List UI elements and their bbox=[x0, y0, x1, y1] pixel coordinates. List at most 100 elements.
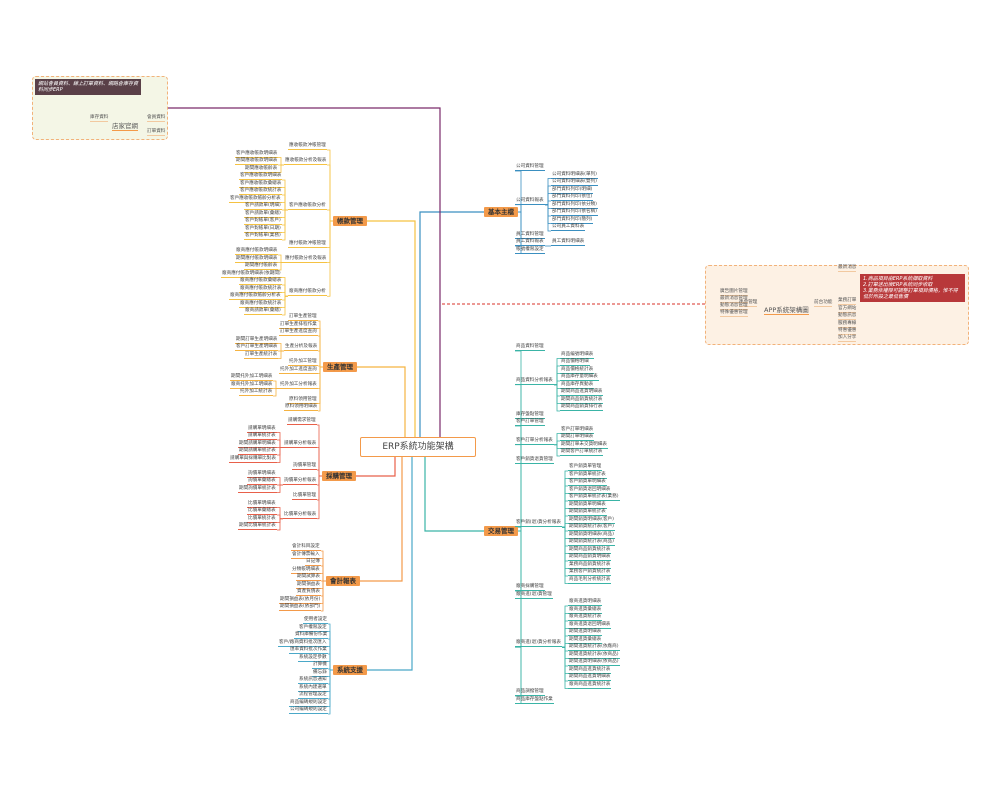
branch-subitem[interactable]: 期間詢價單統計表 bbox=[238, 485, 277, 493]
branch-subitem[interactable]: 期間應收帳齡表 bbox=[244, 165, 279, 173]
branch-item[interactable]: 應付帳款沖帳管理 bbox=[288, 240, 327, 248]
branch-item[interactable]: 系統設定參數 bbox=[298, 654, 328, 662]
branch-subitem[interactable]: 客戶銷貨單管理 bbox=[568, 464, 603, 471]
branch-subitem[interactable]: 期間商品銷貨明細表 bbox=[568, 554, 612, 561]
branch-subitem[interactable]: 部門資料列印(明細) bbox=[551, 186, 594, 194]
branch-subitem[interactable]: 比價單明細表 bbox=[247, 500, 277, 508]
branch-item[interactable]: 商品資料分析報表 bbox=[515, 377, 554, 385]
branch-subitem[interactable]: 業務客戶銷貨統計表 bbox=[568, 569, 612, 576]
branch-subitem[interactable]: 商品價格明細 bbox=[560, 359, 590, 366]
branch-subitem[interactable]: 廠商應付帳款統計表 bbox=[239, 300, 283, 308]
branch-subitem[interactable]: 期間銷貨明細表(客戶) bbox=[568, 516, 615, 524]
branch-subitem[interactable]: 客戶請款單(明細) bbox=[244, 203, 282, 210]
branch-subitem[interactable]: 商品毛利分析統計表 bbox=[568, 576, 612, 584]
app-node[interactable]: APP系統架構圖 bbox=[764, 306, 809, 315]
branch-subitem[interactable]: 期間托外加工明細表 bbox=[230, 374, 274, 381]
branch-item[interactable]: 廠商應付帳款分析 bbox=[288, 289, 327, 297]
branch-subitem[interactable]: 公司員工資料表 bbox=[551, 224, 586, 231]
branch-item[interactable]: 應付帳款分析及報表 bbox=[284, 255, 328, 263]
branch-subitem[interactable]: 期間訂單明細表 bbox=[560, 434, 595, 441]
branch-item[interactable]: 系統內建選單 bbox=[298, 684, 328, 692]
branch-item[interactable]: 應收帳款分析及報表 bbox=[284, 158, 328, 165]
branch-subitem[interactable]: 托外加工統計表 bbox=[239, 389, 274, 396]
branch-item[interactable]: 請購單分析報表 bbox=[283, 440, 318, 448]
branch-subitem[interactable]: 客戶對帳單(日期) bbox=[244, 225, 282, 233]
branch-subitem[interactable]: 期間進貨明細表(依商品) bbox=[568, 659, 620, 666]
branch-item[interactable]: 詢價單管理 bbox=[292, 463, 317, 470]
branch-subitem[interactable]: 期間進貨明細表 bbox=[568, 629, 603, 636]
branch-subitem[interactable]: 廠商商品進貨統計表 bbox=[568, 681, 612, 689]
branch-subitem[interactable]: 客戶應收帳款帳齡分析表 bbox=[229, 195, 282, 203]
branch-subitem[interactable]: 商品庫存量明細表 bbox=[560, 374, 599, 381]
branch-subitem[interactable]: 詢價單明細表 bbox=[247, 470, 277, 478]
branch-item[interactable]: 期間損益表 bbox=[296, 581, 321, 589]
branch-subitem[interactable]: 客戶銷貨單統計表 bbox=[568, 471, 607, 479]
branch-subitem[interactable]: 期間請購單明細表 bbox=[238, 440, 277, 448]
branch-item[interactable]: 公司編碼規則設定 bbox=[289, 707, 328, 714]
branch-item[interactable]: 訂單生產排程作業 bbox=[279, 321, 318, 329]
app-frontend-item[interactable]: 最新消息 bbox=[838, 265, 857, 272]
app-backend-item[interactable]: 廣告圖片管理 bbox=[720, 289, 748, 296]
branch-item[interactable]: 商品調撥管理 bbox=[515, 689, 545, 696]
branch-item[interactable]: 比價單管理 bbox=[292, 493, 317, 500]
branch-item[interactable]: 期間損益表(依部門) bbox=[279, 604, 322, 611]
branch-subitem[interactable]: 期間商品進貨明細表 bbox=[560, 389, 604, 396]
branch-subitem[interactable]: 客戶應收帳款明細表 bbox=[239, 173, 283, 180]
branch-item[interactable]: 商品庫存盤點作業 bbox=[515, 696, 554, 704]
branch-item[interactable]: 匯率資料批次作業 bbox=[289, 647, 328, 654]
branch-item[interactable]: 商品編碼規則設定 bbox=[289, 699, 328, 707]
branch-item[interactable]: 使用者設定 bbox=[303, 617, 328, 624]
branch-item[interactable]: 客戶銷(退)貨分析報表 bbox=[515, 520, 562, 528]
app-backend-item[interactable]: 特殊優惠管理 bbox=[720, 310, 748, 317]
branch-item[interactable]: 分類帳明細表 bbox=[291, 566, 321, 574]
app-frontend-item[interactable]: 特惠優惠 bbox=[838, 328, 857, 335]
branch-item[interactable]: 期間試算表 bbox=[296, 574, 321, 581]
branch-subitem[interactable]: 期間銷貨單明細表 bbox=[568, 501, 607, 509]
app-backend[interactable]: 後台管理 bbox=[739, 300, 758, 307]
branch-subitem[interactable]: 客戶銷貨單明細表 bbox=[568, 479, 607, 486]
website-child-members[interactable]: 會員資料 bbox=[147, 115, 166, 122]
branch-subitem[interactable]: 部門資料列印(依位) bbox=[551, 194, 594, 201]
app-frontend-item[interactable]: 服務專線 bbox=[838, 321, 857, 328]
branch-subitem[interactable]: 部門資料列印(依名稱) bbox=[551, 209, 598, 216]
app-backend-item[interactable]: 動態消息管理 bbox=[720, 303, 748, 310]
branch-subitem[interactable]: 比價單彙總表 bbox=[247, 508, 277, 515]
branch-subitem[interactable]: 部門資料列印(依分類) bbox=[551, 201, 598, 209]
branch-item[interactable]: 廠商進(退)貨管理 bbox=[515, 591, 553, 599]
branch-subitem[interactable]: 廠商進貨統計表 bbox=[568, 614, 603, 621]
branch-subitem[interactable]: 請購單明細表 bbox=[247, 425, 277, 433]
left-branch-1[interactable]: 生產管理 bbox=[323, 362, 357, 372]
branch-item[interactable]: 資產負債表 bbox=[296, 589, 321, 596]
left-branch-3[interactable]: 會計報表 bbox=[326, 576, 360, 586]
center-topic[interactable]: ERP系統功能架構 bbox=[360, 437, 476, 457]
branch-subitem[interactable]: 期間進貨統計表(依廠商) bbox=[568, 644, 620, 651]
branch-item[interactable]: 庫存盤點管理 bbox=[515, 411, 545, 419]
branch-item[interactable]: 客戶/廠商資料批次匯入 bbox=[278, 639, 328, 647]
branch-item[interactable]: 帳號權限設定 bbox=[515, 246, 545, 254]
branch-subitem[interactable]: 期間比價單統計表 bbox=[238, 523, 277, 530]
branch-item[interactable]: 商品資料管理 bbox=[515, 344, 545, 351]
branch-item[interactable]: 請購需求管理 bbox=[287, 418, 317, 425]
branch-subitem[interactable]: 期間銷貨單統計表 bbox=[568, 509, 607, 516]
branch-item[interactable]: 流程管理設定 bbox=[298, 692, 328, 699]
branch-subitem[interactable]: 期間銷貨統計表(客戶) bbox=[568, 524, 615, 531]
branch-item[interactable]: 公司資料管理 bbox=[515, 164, 545, 171]
app-frontend-item[interactable]: 官方網站 bbox=[838, 306, 857, 313]
branch-item[interactable]: 期間損益表(依月份) bbox=[279, 596, 322, 604]
branch-item[interactable]: 會計科目設定 bbox=[291, 544, 321, 551]
branch-subitem[interactable]: 比價單統計表 bbox=[247, 515, 277, 523]
branch-subitem[interactable]: 訂單生產統計表 bbox=[244, 351, 279, 359]
branch-item[interactable]: 系統訊息通知 bbox=[298, 677, 328, 684]
branch-item[interactable]: 客戶訂單分析報表 bbox=[515, 437, 554, 445]
branch-item[interactable]: 會計傳票輸入 bbox=[291, 551, 321, 559]
branch-item[interactable]: 托外加工進度查詢 bbox=[279, 366, 318, 374]
branch-item[interactable]: 客戶應收帳款分析 bbox=[288, 203, 327, 210]
branch-item[interactable]: 客戶銷貨退貨管理 bbox=[515, 456, 554, 464]
branch-subitem[interactable]: 期間銷貨統計表(商品) bbox=[568, 539, 615, 546]
branch-subitem[interactable]: 期間客戶訂單統計表 bbox=[560, 449, 604, 456]
branch-subitem[interactable]: 廠商托外加工明細表 bbox=[230, 381, 274, 389]
branch-item[interactable]: 托外加工管理 bbox=[288, 359, 318, 366]
branch-subitem[interactable]: 客戶對帳單(業務) bbox=[244, 233, 282, 240]
branch-subitem[interactable]: 公司資料明細表(雙列) bbox=[551, 179, 598, 186]
branch-item[interactable]: 客戶訂單管理 bbox=[515, 419, 545, 426]
